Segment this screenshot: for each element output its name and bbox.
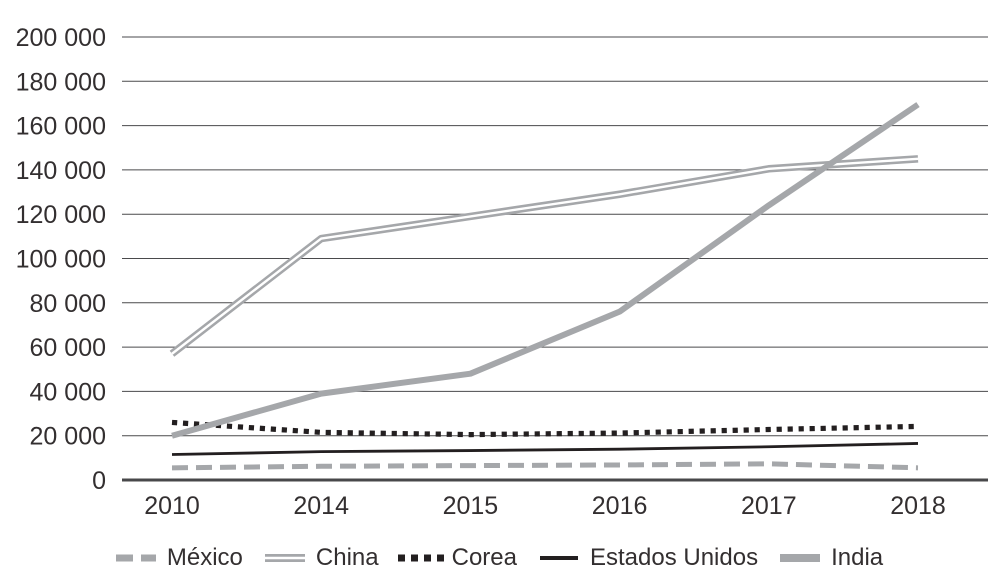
x-tick-label: 2014 xyxy=(293,492,349,520)
legend-item-india: India xyxy=(777,544,883,572)
y-tick-label: 160 000 xyxy=(16,113,106,141)
x-tick-label: 2017 xyxy=(741,492,797,520)
series-line-china-inner xyxy=(171,157,919,355)
series-line-china xyxy=(169,155,919,357)
legend-item-china: China xyxy=(262,544,379,572)
x-tick-label: 2016 xyxy=(592,492,648,520)
legend-item-corea: Corea xyxy=(397,544,517,572)
x-tick-label: 2015 xyxy=(443,492,499,520)
legend-swatch-corea xyxy=(397,554,444,562)
legend-label: India xyxy=(831,544,884,571)
y-tick-label: 140 000 xyxy=(16,157,106,185)
series-line-estados-unidos xyxy=(171,442,919,456)
y-tick-label: 60 000 xyxy=(30,334,106,362)
legend-label: México xyxy=(166,544,243,571)
legend-item-mexico: México xyxy=(113,544,243,572)
y-tick-label: 100 000 xyxy=(16,246,106,274)
y-tick-label: 200 000 xyxy=(16,24,106,52)
y-tick-label: 120 000 xyxy=(16,201,106,229)
legend-swatch-china xyxy=(264,554,305,562)
line-chart-canvas: 0 20 000 40 000 60 000 80 000 100 000 120 000 1… xyxy=(16,24,988,520)
legend-swatch-india xyxy=(780,554,821,562)
legend-swatch-estados-unidos xyxy=(539,556,578,560)
series-line-india xyxy=(171,102,920,439)
legend-item-estados-unidos: Estados Unidos xyxy=(536,544,758,572)
legend-label: China xyxy=(315,544,379,571)
legend-label: Corea xyxy=(451,544,517,571)
series-line-mexico xyxy=(171,461,919,471)
chart-legend: México China Corea Estados Unidos India xyxy=(0,536,996,580)
y-tick-label: 0 xyxy=(92,467,106,495)
y-tick-label: 20 000 xyxy=(30,423,106,451)
y-tick-label: 80 000 xyxy=(30,290,106,318)
legend-label: Estados Unidos xyxy=(589,544,759,571)
series-line-corea xyxy=(171,419,919,438)
y-tick-label: 40 000 xyxy=(30,378,106,406)
y-tick-label: 180 000 xyxy=(16,68,106,96)
legend-swatch-mexico xyxy=(115,554,156,562)
x-tick-label: 2010 xyxy=(144,492,200,520)
x-tick-label: 2018 xyxy=(890,492,946,520)
